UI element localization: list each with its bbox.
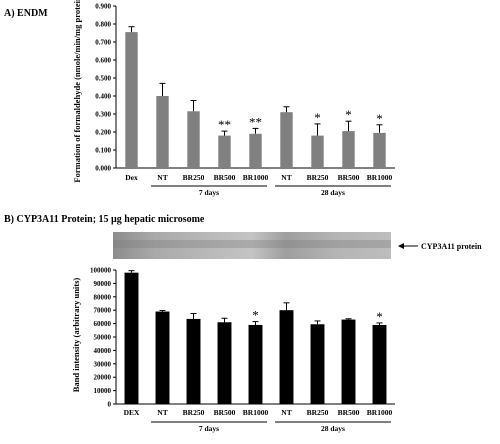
bar [155, 311, 170, 404]
category-label: BR250 [307, 173, 329, 182]
panel-a-y-axis-label: Formation of formaldehyde (nmole/min/mg … [72, 0, 82, 183]
category-label: DEX [124, 408, 140, 417]
bar [249, 133, 262, 168]
category-label: BR1000 [243, 173, 269, 182]
bar [280, 112, 293, 168]
panel-a-title: A) ENDM [4, 8, 48, 19]
bar [279, 310, 294, 404]
y-tick-label: 0.400 [95, 93, 111, 101]
category-label: BR1000 [367, 408, 393, 417]
y-tick-label: 90000 [94, 280, 112, 288]
y-tick-label: 0.900 [95, 3, 111, 11]
category-label: BR500 [214, 408, 236, 417]
category-label: BR500 [338, 173, 360, 182]
y-tick-label: 0.200 [95, 129, 111, 137]
significance-marker: * [314, 110, 321, 125]
bar [156, 96, 169, 168]
category-label: BR500 [214, 173, 236, 182]
western-blot-image [113, 232, 391, 259]
y-tick-label: 10000 [94, 387, 112, 395]
panel-b-title: B) CYP3A11 Protein; 15 µg hepatic micros… [4, 214, 205, 225]
y-tick-label: 0.600 [95, 57, 111, 65]
group-label: 7 days [199, 188, 219, 197]
group-label: 28 days [321, 188, 345, 197]
y-tick-label: 0.800 [95, 21, 111, 29]
category-label: BR1000 [243, 408, 269, 417]
y-tick-label: 0 [108, 401, 112, 409]
y-tick-label: 0.000 [95, 165, 111, 173]
group-label: 28 days [321, 424, 345, 433]
y-tick-label: 60000 [94, 320, 112, 328]
panel-b-y-axis-label: Band intensity (arbitrary units) [71, 278, 81, 393]
significance-marker: ** [249, 114, 262, 129]
category-label: BR250 [183, 408, 205, 417]
y-tick-label: 20000 [94, 374, 112, 382]
bar [373, 132, 386, 168]
group-label: 7 days [199, 424, 219, 433]
significance-marker: ** [218, 117, 231, 132]
blot-arrow [398, 243, 418, 249]
y-tick-label: 100000 [90, 267, 112, 275]
bar [186, 318, 201, 404]
bar [217, 322, 232, 404]
bar [342, 131, 355, 168]
category-label: BR250 [307, 408, 329, 417]
panel-b-chart: 0 10000 20000 30000 40000 50000 60000 70000 8000… [90, 267, 395, 433]
y-tick-label: 0.500 [95, 75, 111, 83]
bar [248, 324, 263, 404]
y-tick-label: 40000 [94, 347, 112, 355]
y-tick-label: 30000 [94, 360, 112, 368]
significance-marker: * [345, 107, 352, 122]
bar [341, 319, 356, 404]
bar [372, 324, 387, 404]
y-tick-label: 0.100 [95, 147, 111, 155]
bar [124, 272, 139, 404]
significance-marker: * [376, 111, 383, 126]
category-label: NT [157, 408, 167, 417]
blot-label: CYP3A11 protein [421, 242, 482, 251]
y-tick-label: 50000 [94, 334, 112, 342]
category-label: BR1000 [367, 173, 393, 182]
category-label: NT [281, 173, 291, 182]
y-tick-label: 0.300 [95, 111, 111, 119]
category-label: Dex [125, 173, 138, 182]
significance-marker: * [252, 308, 259, 323]
category-label: BR250 [183, 173, 205, 182]
category-label: NT [157, 173, 167, 182]
bar [125, 32, 138, 168]
bar [310, 324, 325, 404]
significance-marker: * [376, 309, 383, 324]
bar [311, 135, 324, 168]
bar [218, 135, 231, 168]
bar [187, 111, 200, 168]
panel-a-chart: 0.000 0.100 0.200 0.300 0.400 0.500 0.600 0.700… [95, 3, 395, 197]
y-tick-label: 70000 [94, 307, 112, 315]
y-tick-label: 80000 [94, 293, 112, 301]
category-label: NT [281, 408, 291, 417]
category-label: BR500 [338, 408, 360, 417]
y-tick-label: 0.700 [95, 39, 111, 47]
